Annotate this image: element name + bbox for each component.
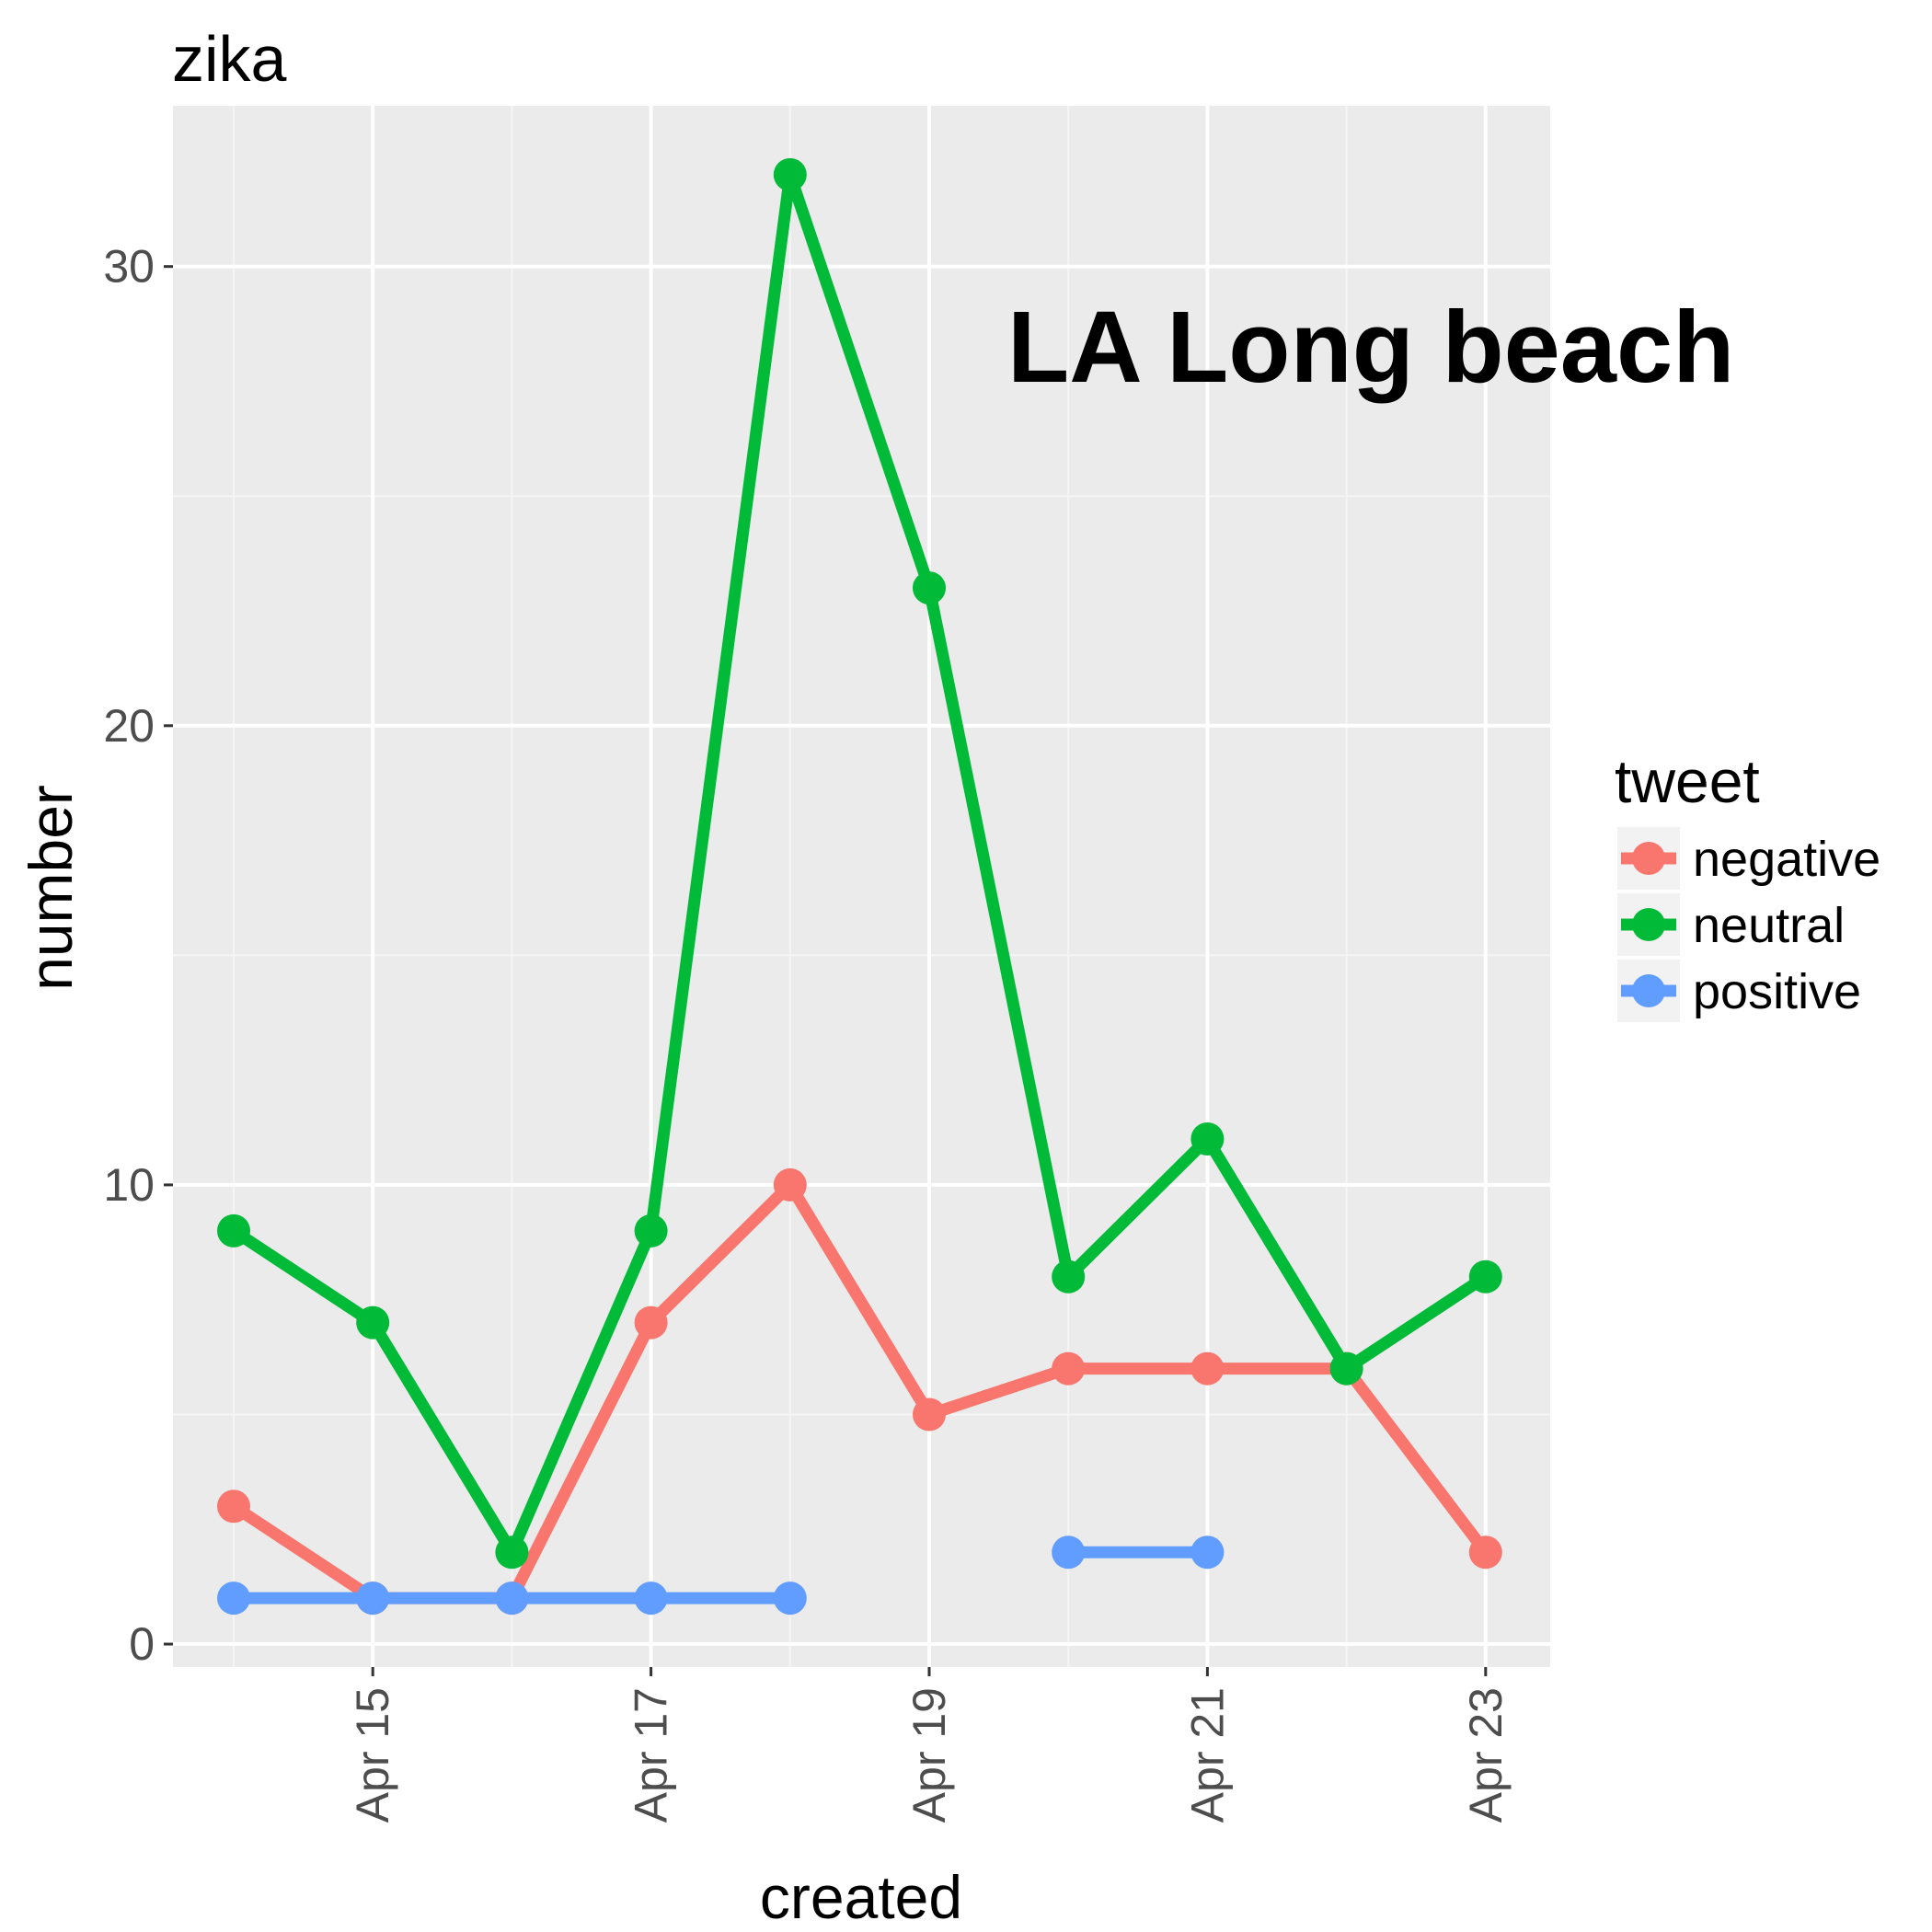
x-axis-title: created	[760, 1863, 962, 1931]
data-point-neutral	[913, 571, 946, 605]
y-tick-label: 10	[103, 1159, 155, 1211]
legend-item-neutral: neutral	[1617, 893, 1845, 956]
data-point-neutral	[1190, 1122, 1225, 1156]
data-point-neutral	[773, 157, 807, 191]
data-point-negative	[1190, 1351, 1225, 1386]
data-point-neutral	[634, 1213, 668, 1248]
data-point-neutral	[217, 1213, 250, 1248]
legend-key-point	[1632, 974, 1665, 1007]
plot-panel	[173, 106, 1550, 1667]
x-axis: Apr 15 Apr 17 Apr 19 Apr 21 Apr 23	[347, 1667, 1512, 1823]
data-point-negative	[1468, 1535, 1502, 1570]
legend: tweet negative neutral positive	[1615, 747, 1880, 1022]
y-tick-label: 20	[103, 700, 155, 752]
y-tick-label: 0	[129, 1618, 155, 1670]
x-tick-label: Apr 23	[1460, 1687, 1512, 1823]
x-tick-label: Apr 17	[626, 1687, 677, 1823]
legend-title: tweet	[1615, 747, 1760, 815]
data-point-positive	[773, 1581, 807, 1616]
legend-item-negative: negative	[1617, 827, 1880, 890]
x-tick-label: Apr 19	[903, 1687, 955, 1823]
data-point-negative	[773, 1167, 807, 1202]
legend-label: positive	[1693, 964, 1861, 1019]
data-point-positive	[1052, 1535, 1086, 1570]
data-point-positive	[495, 1581, 529, 1616]
data-point-negative	[217, 1489, 250, 1524]
grid-major	[173, 106, 1550, 1667]
data-point-negative	[913, 1397, 946, 1432]
chart-annotation: LA Long beach	[1007, 291, 1734, 404]
legend-item-positive: positive	[1617, 960, 1861, 1022]
legend-label: neutral	[1693, 898, 1845, 953]
series-line-neutral	[227, 168, 1492, 1558]
x-tick-label: Apr 21	[1181, 1687, 1233, 1823]
data-point-neutral	[1052, 1259, 1086, 1294]
legend-key-point	[1632, 908, 1665, 941]
legend-label: negative	[1693, 832, 1880, 887]
grid-minor	[173, 106, 1550, 1667]
data-point-negative	[634, 1305, 668, 1340]
data-point-neutral	[356, 1305, 390, 1340]
data-point-positive	[217, 1581, 250, 1616]
data-point-neutral	[1329, 1351, 1363, 1386]
data-point-negative	[1052, 1351, 1086, 1386]
series-neutral	[217, 157, 1502, 1570]
data-point-positive	[634, 1581, 668, 1616]
series-positive	[217, 1535, 1225, 1616]
data-point-positive	[1190, 1535, 1225, 1570]
x-tick-label: Apr 15	[347, 1687, 398, 1823]
y-axis-title: number	[17, 785, 85, 991]
legend-key-point	[1632, 842, 1665, 875]
chart-title: zika	[172, 23, 287, 95]
series-layer	[217, 157, 1502, 1616]
y-tick-label: 30	[103, 241, 155, 293]
data-point-neutral	[495, 1535, 529, 1570]
data-point-neutral	[1468, 1259, 1502, 1294]
y-axis: 0 10 20 30	[103, 241, 173, 1670]
data-point-positive	[356, 1581, 390, 1616]
